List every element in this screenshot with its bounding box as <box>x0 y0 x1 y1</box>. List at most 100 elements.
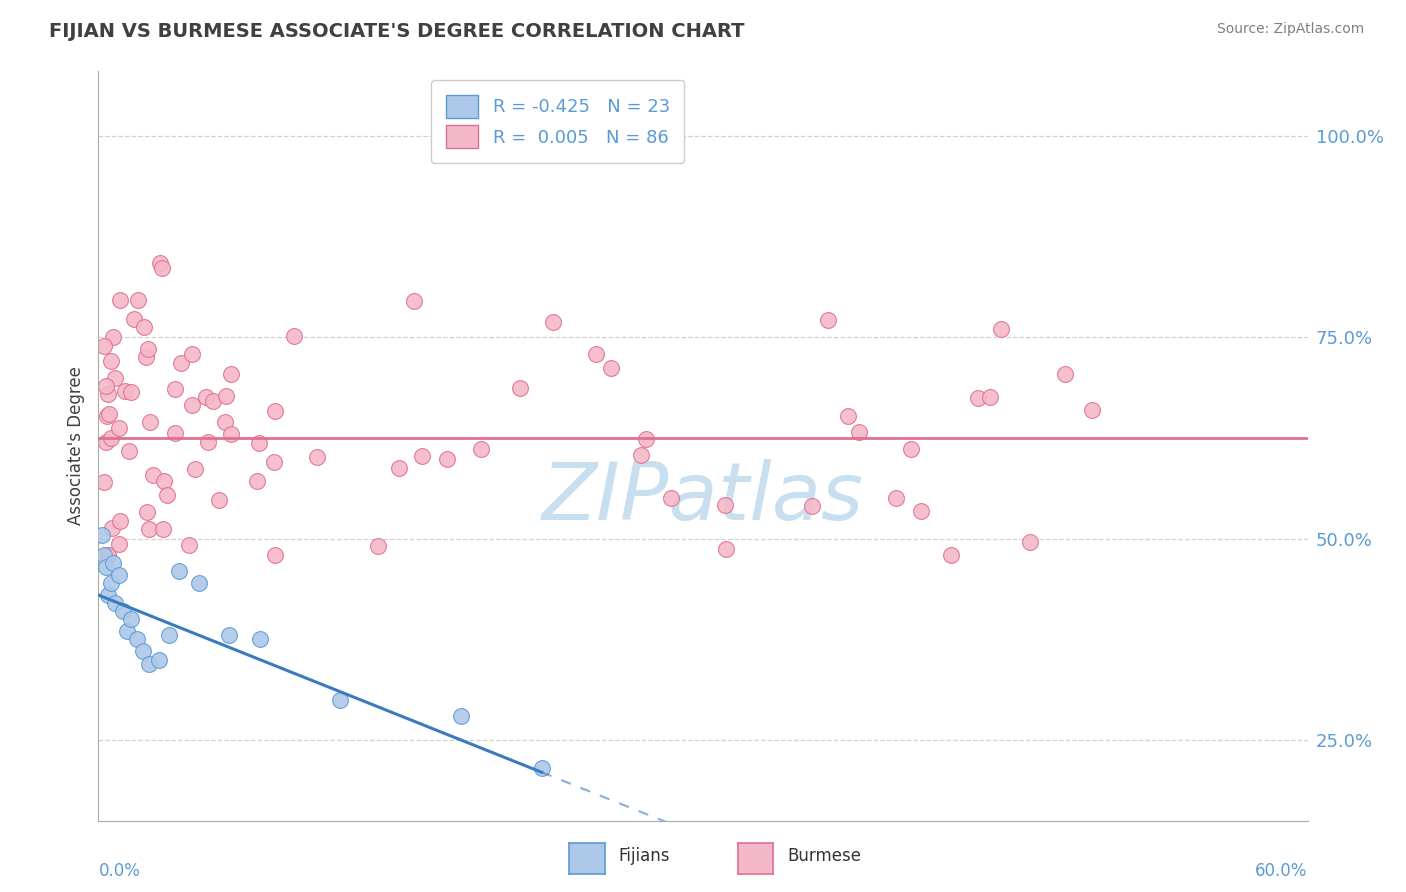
Point <box>367 539 389 553</box>
Point <box>101 330 124 344</box>
Point <box>599 360 621 375</box>
Text: Fijians: Fijians <box>619 847 671 865</box>
Point <box>103 596 125 610</box>
Point <box>138 522 160 536</box>
Point <box>152 474 174 488</box>
Point <box>246 474 269 488</box>
Point <box>884 491 907 506</box>
Point <box>247 435 270 450</box>
Point <box>96 559 118 574</box>
Point <box>100 576 122 591</box>
Point <box>136 506 159 520</box>
Point <box>93 548 115 562</box>
Point <box>152 522 174 536</box>
Point <box>108 514 131 528</box>
Text: ZIPatlas: ZIPatlas <box>541 459 865 538</box>
Point <box>181 347 204 361</box>
Point <box>263 403 285 417</box>
Point <box>184 462 207 476</box>
Point <box>111 604 134 618</box>
Point <box>148 652 170 666</box>
Point <box>115 624 138 639</box>
Point <box>848 425 870 439</box>
Point <box>101 556 124 570</box>
Point <box>97 408 120 422</box>
Point <box>283 329 305 343</box>
Point <box>156 488 179 502</box>
Point <box>165 383 187 397</box>
Point <box>219 427 242 442</box>
Point <box>219 368 242 382</box>
Point <box>103 370 125 384</box>
Point <box>218 628 240 642</box>
Point <box>180 398 202 412</box>
Point <box>197 435 219 450</box>
Point <box>125 632 148 647</box>
Point <box>470 442 492 456</box>
Point <box>97 386 120 401</box>
Point <box>138 657 160 671</box>
Point <box>411 450 433 464</box>
Point <box>114 384 136 399</box>
Point <box>436 452 458 467</box>
Point <box>107 421 129 435</box>
Point <box>990 321 1012 335</box>
Point <box>1081 403 1104 417</box>
Point <box>94 379 117 393</box>
Point <box>93 339 115 353</box>
Point <box>263 548 285 562</box>
Point <box>97 548 120 562</box>
Point <box>249 632 271 647</box>
Point <box>388 461 411 475</box>
Point <box>170 356 193 370</box>
Point <box>1053 367 1076 381</box>
Point <box>800 499 823 513</box>
Point <box>214 389 236 403</box>
Point <box>100 354 122 368</box>
Point <box>837 409 859 424</box>
Point <box>214 415 236 429</box>
Point <box>450 709 472 723</box>
Point <box>157 628 180 642</box>
Point <box>900 442 922 456</box>
Point <box>93 475 115 490</box>
Point <box>96 434 118 449</box>
Text: Burmese: Burmese <box>787 847 862 865</box>
Point <box>127 293 149 307</box>
Point <box>630 448 652 462</box>
Point <box>136 342 159 356</box>
Text: Source: ZipAtlas.com: Source: ZipAtlas.com <box>1216 22 1364 37</box>
Point <box>97 548 120 562</box>
Point <box>149 255 172 269</box>
Point <box>202 394 225 409</box>
Point <box>167 564 190 578</box>
Point <box>142 467 165 482</box>
Point <box>132 644 155 658</box>
Point <box>120 612 142 626</box>
Point <box>91 527 114 541</box>
Point <box>402 293 425 308</box>
Point <box>910 504 932 518</box>
Point <box>120 384 142 399</box>
Point <box>101 521 124 535</box>
Point <box>713 498 735 512</box>
Text: 0.0%: 0.0% <box>98 862 141 880</box>
Point <box>509 381 531 395</box>
Point <box>134 319 156 334</box>
Point <box>817 313 839 327</box>
Point <box>96 409 118 423</box>
Point <box>941 548 963 562</box>
Point <box>636 432 658 446</box>
Point <box>714 541 737 556</box>
Point <box>307 450 329 465</box>
Point <box>1019 534 1042 549</box>
Y-axis label: Associate's Degree: Associate's Degree <box>66 367 84 525</box>
Point <box>530 761 553 775</box>
Point <box>208 493 231 508</box>
Point <box>135 351 157 365</box>
Point <box>150 260 173 275</box>
Point <box>108 293 131 307</box>
Point <box>122 312 145 326</box>
Point <box>139 415 162 429</box>
Point <box>263 455 285 469</box>
